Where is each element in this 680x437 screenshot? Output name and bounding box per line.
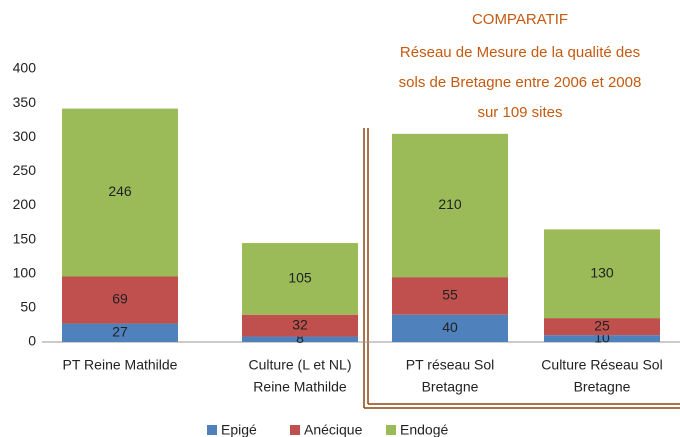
bar-segment bbox=[242, 314, 358, 337]
bar-segment bbox=[242, 336, 358, 342]
legend-label: Anécique bbox=[304, 422, 363, 437]
legend-swatch bbox=[386, 425, 396, 435]
chart-subtitle: Réseau de Mesure de la qualité des bbox=[400, 44, 640, 61]
chart-subtitle: sols de Bretagne entre 2006 et 2008 bbox=[399, 74, 642, 91]
x-tick-label: Bretagne bbox=[422, 379, 479, 395]
data-label: 40 bbox=[442, 319, 458, 335]
bar-segment bbox=[242, 243, 358, 315]
legend-label: Endogé bbox=[400, 422, 448, 437]
legend-swatch bbox=[207, 425, 217, 435]
y-tick-label: 350 bbox=[13, 94, 37, 110]
x-tick-label: PT Reine Mathilde bbox=[63, 357, 178, 373]
data-label: 32 bbox=[292, 316, 308, 332]
x-tick-label: PT réseau Sol bbox=[406, 357, 494, 373]
y-tick-label: 400 bbox=[13, 60, 37, 76]
data-label: 246 bbox=[108, 183, 132, 199]
data-label: 105 bbox=[288, 270, 312, 286]
bar-segment bbox=[62, 108, 178, 277]
data-label: 25 bbox=[594, 317, 610, 333]
y-tick-label: 250 bbox=[13, 162, 37, 178]
data-label: 55 bbox=[442, 287, 458, 303]
x-tick-label: Culture (L et NL) bbox=[249, 357, 352, 373]
legend-label: Epigé bbox=[221, 422, 257, 437]
bar-segment bbox=[392, 133, 508, 278]
y-tick-label: 50 bbox=[20, 299, 36, 315]
bar-segment bbox=[544, 335, 660, 342]
y-tick-label: 100 bbox=[13, 264, 37, 280]
data-label: 69 bbox=[112, 291, 128, 307]
y-tick-label: 300 bbox=[13, 128, 37, 144]
x-tick-label: Culture Réseau Sol bbox=[541, 357, 662, 373]
data-label: 27 bbox=[112, 323, 128, 339]
bar-segment bbox=[62, 276, 178, 324]
y-tick-label: 150 bbox=[13, 230, 37, 246]
data-label: 210 bbox=[438, 196, 462, 212]
legend-swatch bbox=[290, 425, 300, 435]
bar-segment bbox=[544, 229, 660, 319]
data-label: 8 bbox=[296, 330, 304, 346]
chart-title: COMPARATIF bbox=[472, 11, 568, 28]
bar-segment bbox=[392, 277, 508, 315]
y-tick-label: 0 bbox=[28, 333, 36, 349]
chart-subtitle: sur 109 sites bbox=[477, 104, 562, 121]
bar-segment bbox=[392, 314, 508, 342]
y-tick-label: 200 bbox=[13, 196, 37, 212]
x-tick-label: Bretagne bbox=[574, 379, 631, 395]
bar-segment bbox=[62, 323, 178, 342]
data-label: 130 bbox=[590, 264, 614, 280]
bar-segment bbox=[544, 318, 660, 336]
x-tick-label: Reine Mathilde bbox=[253, 379, 347, 395]
